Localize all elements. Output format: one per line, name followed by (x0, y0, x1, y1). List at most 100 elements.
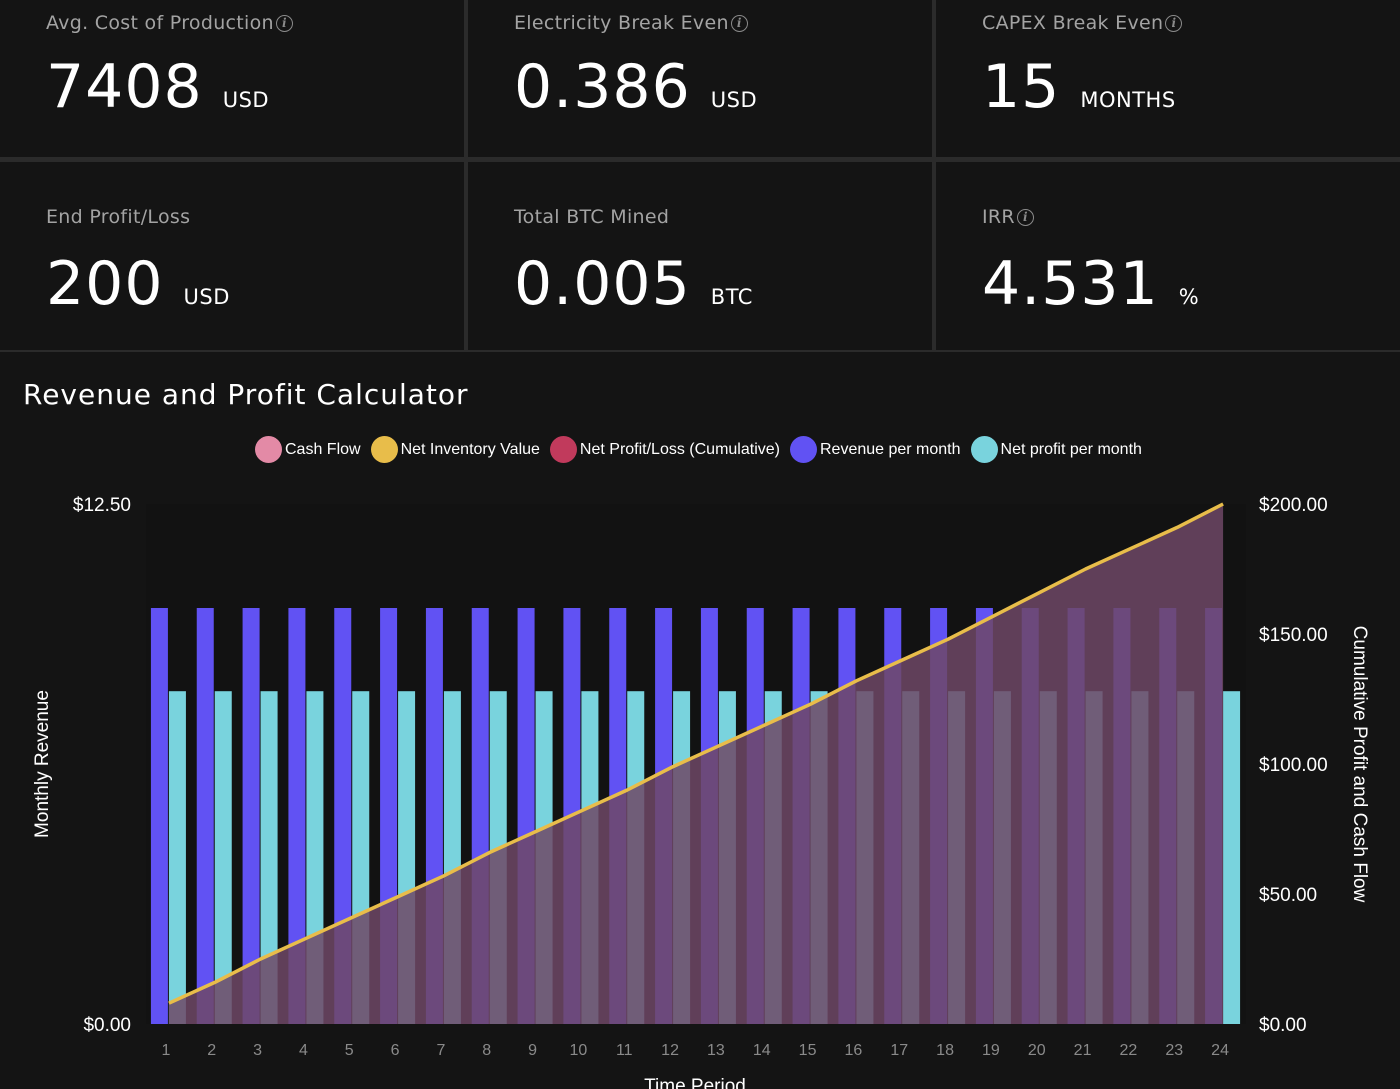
x-tick-label: 14 (753, 1042, 771, 1059)
y2-tick-label: $0.00 (1259, 1015, 1307, 1036)
stat-number: 7408 (46, 52, 203, 122)
stat-value: 7408 USD (46, 52, 269, 122)
y2-tick-label: $50.00 (1259, 885, 1317, 906)
legend-label: Net profit per month (1000, 440, 1142, 458)
x-axis-title: Time Period (644, 1076, 746, 1089)
revenue-bar (196, 608, 214, 1024)
legend-item[interactable]: Net Profit/Loss (Cumulative) (549, 436, 780, 463)
stat-card: End Profit/Loss 200 USD (0, 162, 464, 350)
legend-swatch (370, 436, 398, 463)
stat-value: 200 USD (46, 249, 230, 319)
x-tick-label: 23 (1165, 1042, 1183, 1059)
info-icon[interactable]: i (730, 14, 748, 32)
info-icon[interactable]: i (1016, 208, 1034, 226)
stat-label: Electricity Break Even i (514, 12, 748, 34)
stat-label: Avg. Cost of Production i (46, 12, 293, 34)
x-tick-label: 12 (661, 1042, 679, 1059)
revenue-bar (288, 608, 306, 1024)
legend-item[interactable]: Net Inventory Value (370, 436, 540, 463)
stat-unit: USD (710, 88, 758, 112)
stat-label-text: IRR (982, 206, 1015, 228)
chart-title: Revenue and Profit Calculator (23, 378, 469, 411)
revenue-bar (242, 608, 260, 1024)
net-profit-bar (214, 691, 232, 1024)
legend-item[interactable]: Revenue per month (789, 436, 961, 463)
legend-item[interactable]: Cash Flow (255, 436, 361, 463)
stat-card: Avg. Cost of Production i 7408 USD (0, 0, 464, 157)
x-tick-label: 11 (616, 1042, 633, 1059)
x-tick-label: 13 (707, 1042, 725, 1059)
stat-card: Electricity Break Even i 0.386 USD (468, 0, 932, 157)
stat-label-text: Electricity Break Even (514, 12, 729, 34)
legend-label: Net Profit/Loss (Cumulative) (579, 440, 780, 458)
legend-swatch (255, 436, 282, 463)
stat-unit: % (1178, 285, 1200, 309)
x-tick-label: 16 (845, 1042, 863, 1059)
stat-unit: BTC (710, 285, 753, 309)
stat-number: 200 (46, 249, 164, 319)
stat-number: 0.386 (514, 52, 691, 122)
legend-item[interactable]: Net profit per month (970, 436, 1142, 463)
y-tick-label: $0.00 (83, 1015, 131, 1036)
stat-value: 15 MONTHS (982, 52, 1176, 122)
stat-label-text: Avg. Cost of Production (46, 12, 274, 34)
x-tick-label: 9 (528, 1042, 537, 1059)
chart-legend: Cash Flow Net Inventory Value Net Profit/L… (255, 436, 1152, 463)
net-profit-bar (1223, 691, 1241, 1024)
stat-number: 15 (982, 52, 1061, 122)
x-tick-label: 19 (982, 1042, 1000, 1059)
info-icon[interactable]: i (1165, 14, 1183, 32)
legend-label: Cash Flow (285, 440, 361, 458)
legend-swatch (970, 436, 998, 463)
x-tick-label: 22 (1120, 1042, 1138, 1059)
x-tick-label: 21 (1074, 1042, 1092, 1059)
x-tick-label: 10 (570, 1042, 588, 1059)
x-tick-label: 4 (299, 1042, 308, 1059)
info-icon[interactable]: i (275, 14, 293, 32)
x-tick-label: 2 (207, 1042, 216, 1059)
stat-card: Total BTC Mined 0.005 BTC (468, 162, 932, 350)
legend-swatch (789, 436, 817, 463)
legend-label: Net Inventory Value (400, 440, 540, 458)
stat-card: CAPEX Break Even i 15 MONTHS (936, 0, 1400, 157)
revenue-bar (150, 608, 168, 1024)
y2-tick-label: $200.00 (1259, 495, 1328, 516)
x-tick-label: 8 (482, 1042, 491, 1059)
x-tick-label: 15 (799, 1042, 817, 1059)
legend-swatch (549, 436, 577, 463)
stat-label: IRR i (982, 206, 1034, 228)
stat-unit: MONTHS (1080, 88, 1176, 112)
x-tick-label: 20 (1028, 1042, 1046, 1059)
stat-number: 4.531 (982, 249, 1159, 319)
stat-card: IRR i 4.531% (936, 162, 1400, 350)
stat-value: 4.531% (982, 249, 1199, 319)
net-profit-bar (260, 691, 278, 1024)
stat-label-text: CAPEX Break Even (982, 12, 1164, 34)
stat-label: CAPEX Break Even i (982, 12, 1183, 34)
y2-tick-label: $150.00 (1259, 625, 1328, 646)
net-inventory-line (168, 502, 1224, 1005)
stat-value: 0.005 BTC (514, 249, 753, 319)
y2-tick-label: $100.00 (1259, 755, 1328, 776)
y2-axis-title: Cumulative Profit and Cash Flow (1349, 626, 1370, 903)
stat-value: 0.386 USD (514, 52, 757, 122)
x-tick-label: 5 (345, 1042, 354, 1059)
stat-label-text: Total BTC Mined (514, 206, 670, 228)
y-axis-title: Monthly Revenue (32, 690, 53, 838)
x-tick-label: 18 (936, 1042, 954, 1059)
x-tick-label: 24 (1211, 1042, 1229, 1059)
net-profit-bar (168, 691, 186, 1024)
x-tick-label: 17 (890, 1042, 908, 1059)
stat-unit: USD (183, 285, 230, 309)
x-tick-label: 7 (436, 1042, 445, 1059)
x-tick-label: 6 (391, 1042, 400, 1059)
stat-unit: USD (222, 88, 270, 112)
stats-grid: Avg. Cost of Production i 7408 USD Electrici… (0, 0, 1400, 352)
x-tick-label: 1 (161, 1042, 170, 1059)
legend-label: Revenue per month (819, 440, 961, 458)
stat-number: 0.005 (514, 249, 691, 319)
y-tick-label: $12.50 (73, 495, 131, 516)
stat-label-text: End Profit/Loss (46, 206, 191, 228)
stat-label: End Profit/Loss (46, 206, 190, 228)
